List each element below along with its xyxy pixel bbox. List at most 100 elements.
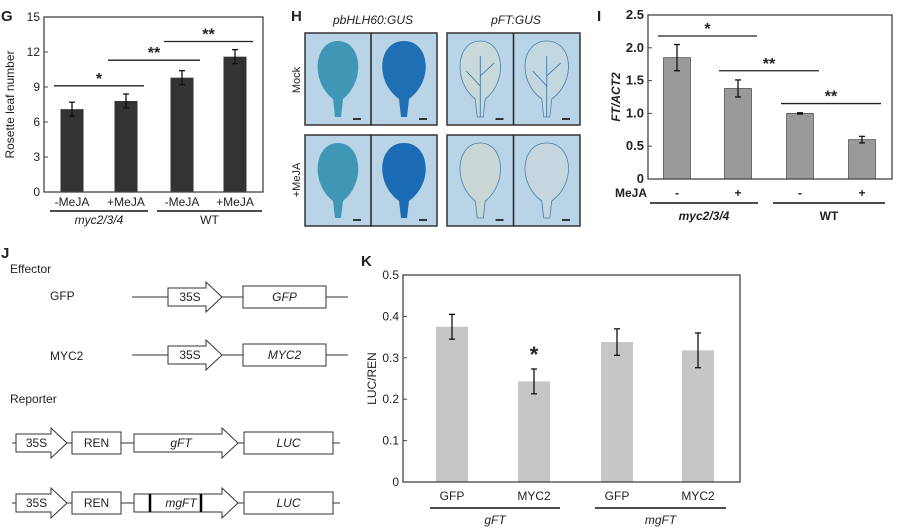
error-bar: [614, 328, 620, 356]
y-tick-label: 1.0: [626, 105, 644, 120]
plot-frame: [647, 14, 893, 180]
error-bar: [735, 79, 741, 98]
error-bar: [859, 135, 865, 144]
effector-name-gfp: GFP: [50, 289, 75, 303]
significance-marker: *: [530, 342, 539, 367]
error-bar: [179, 70, 185, 86]
significance-marker: *: [96, 71, 103, 88]
group-label: myc2/3/4: [75, 213, 124, 227]
significance-marker: **: [825, 89, 838, 106]
leaf-image: [524, 142, 569, 219]
y-tick-label: 0: [33, 185, 40, 199]
y-axis-label: Rosette leaf number: [3, 50, 17, 158]
column-title-pft: pFT:GUS: [490, 13, 541, 27]
y-axis-label: FT/ACT2: [609, 72, 623, 122]
leaf-vein: [465, 56, 495, 117]
panel-label-g: G: [1, 8, 13, 25]
error-bar: [123, 93, 129, 109]
bar: [724, 88, 752, 180]
y-tick-label: 2.0: [626, 40, 644, 55]
x-tick-label: +: [734, 186, 741, 200]
promoter-35s-arrow: [15, 486, 68, 520]
luc-label: LUC: [276, 436, 300, 450]
y-tick-label: 0.2: [382, 392, 399, 406]
significance-marker: *: [704, 21, 711, 38]
y-tick-label: 0.3: [382, 351, 399, 365]
ren-label: REN: [84, 436, 109, 450]
luc-box: [243, 491, 334, 515]
group-label: gFT: [484, 513, 507, 527]
reporter-heading: Reporter: [10, 392, 57, 406]
ft-promoter-label: mgFT: [165, 496, 198, 510]
column-title-pbhlh60: pbHLH60:GUS: [332, 13, 413, 27]
y-tick-label: 0.1: [382, 434, 399, 448]
error-bar: [695, 332, 701, 369]
chart-k: GFP MYC2 GFP MYC2 0 0.1 0.2 0.3 0.4 0.5 LUC/REN gFT…: [365, 268, 741, 527]
treatment-row-label: MeJA: [615, 186, 647, 200]
y-tick-label: 15: [27, 10, 41, 24]
promoter-35s-arrow: [15, 426, 68, 460]
gus-image-pair: [446, 134, 581, 227]
effector-gene-label: MYC2: [268, 348, 302, 362]
bar: [786, 113, 814, 180]
significance-marker: **: [148, 45, 161, 62]
group-label: WT: [820, 209, 839, 223]
x-tick-label: -MeJA: [165, 195, 200, 209]
error-bar: [69, 101, 75, 117]
error-bar: [797, 112, 803, 115]
effector-gene-box: [242, 285, 327, 309]
panel-label-i: I: [597, 8, 601, 25]
leaf-image: [317, 143, 359, 218]
promoter-35s-arrow: [167, 338, 223, 372]
construct-diagram: Effector Reporter GFP MYC2 35S GFP 35S MYC2…: [10, 262, 348, 520]
gus-image-pair: [304, 32, 438, 126]
x-tick-label: +: [858, 186, 865, 200]
gus-image-pair: [446, 32, 581, 126]
promoter-35s-label: 35S: [26, 496, 47, 510]
ft-promoter-arrow: [133, 486, 239, 520]
luc-box: [243, 431, 334, 455]
x-tick-label: +MeJA: [216, 195, 254, 209]
x-tick-label: -: [675, 186, 679, 200]
chart-g: -MeJA +MeJA -MeJA +MeJA 0 3 6 9 12 15 Rosette leaf…: [3, 10, 264, 227]
bar: [518, 381, 550, 482]
y-tick-label: 0.5: [626, 138, 644, 153]
x-tick-label: MYC2: [517, 489, 551, 503]
x-tick-label: -: [798, 186, 802, 200]
leaf-vein: [532, 56, 562, 117]
row-label-mejA: +MeJA: [291, 162, 303, 197]
x-tick-label: MYC2: [681, 489, 715, 503]
group-label: WT: [200, 213, 219, 227]
effector-heading: Effector: [10, 262, 51, 276]
chart-i: - + - +0 0.5 1.0 1.5 2.0 2.5 FT/ACT2 myc2/3/4 WT MeJ…: [609, 7, 893, 223]
bar: [601, 342, 633, 482]
y-tick-label: 0: [637, 171, 644, 186]
panel-label-h: H: [291, 8, 302, 25]
gus-staining-panel: pbHLH60:GUS pFT:GUS Mock +MeJA: [291, 13, 581, 227]
y-axis-label: LUC/REN: [365, 352, 379, 405]
y-tick-label: 2.5: [626, 7, 644, 22]
promoter-35s-label: 35S: [26, 436, 47, 450]
y-tick-label: 0: [392, 475, 399, 489]
promoter-35s-arrow: [167, 280, 223, 314]
x-tick-label: -MeJA: [55, 195, 90, 209]
error-bar: [674, 43, 680, 72]
significance-marker: **: [202, 27, 215, 44]
effector-name-myc2: MYC2: [50, 349, 84, 363]
y-tick-label: 1.5: [626, 73, 644, 88]
leaf-image: [459, 142, 501, 219]
error-bar: [449, 313, 455, 340]
panel-label-j: J: [1, 245, 9, 262]
leaf-image: [382, 143, 426, 218]
error-bar: [232, 49, 238, 65]
y-tick-label: 3: [33, 150, 40, 164]
panel-label-k: K: [361, 253, 372, 270]
luc-label: LUC: [276, 496, 300, 510]
ren-label: REN: [84, 496, 109, 510]
ren-box: [71, 431, 122, 455]
promoter-35s-label: 35S: [179, 348, 200, 362]
promoter-35s-label: 35S: [179, 290, 200, 304]
effector-gene-box: [242, 343, 327, 367]
plot-frame: [402, 274, 741, 483]
